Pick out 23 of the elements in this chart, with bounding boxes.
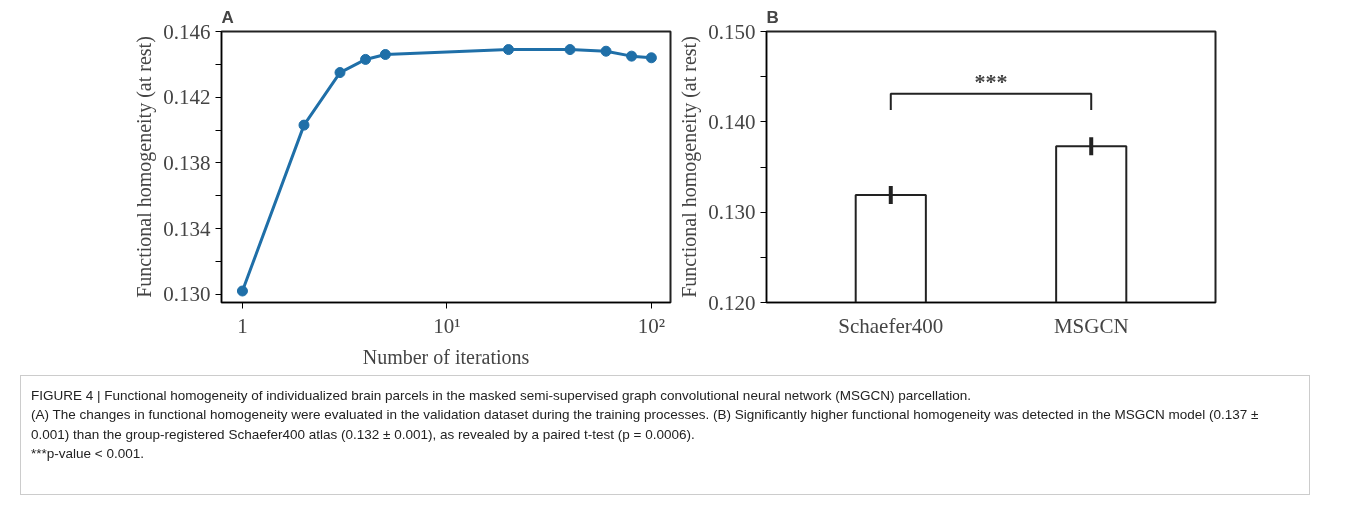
y-tick-label: 0.134 <box>163 216 211 241</box>
caption: FIGURE 4 | Functional homogeneity of individualized brain parcels in the masked semi-supervised graph convolutional neural network (MSGCN) parcellation. <box>31 388 971 403</box>
y-tick-label: 0.138 <box>163 150 211 175</box>
y-axis-title: Functional homogeneity (at rest) <box>678 36 702 298</box>
y-tick-label: 0.150 <box>708 19 756 44</box>
y-axis-title: Functional homogeneity (at rest) <box>133 36 157 298</box>
x-axis-title: Number of iterations <box>362 345 530 368</box>
y-tick-label: 0.120 <box>708 290 756 315</box>
x-tick-label: MSGCN <box>1053 313 1129 338</box>
x-tick-label: 1 <box>237 313 248 338</box>
y-tick-label: 0.130 <box>708 200 756 225</box>
x-tick-label: 10² <box>637 313 666 338</box>
y-tick-label: 0.130 <box>163 282 211 307</box>
chart-title: A <box>221 7 234 27</box>
x-tick-label: Schaefer400 <box>838 313 944 338</box>
x-tick-label: 10¹ <box>433 313 461 338</box>
y-tick-label: 0.140 <box>708 109 756 134</box>
text: (A) The changes in functional homogeneity were evaluated in the validation dataset during the training processes. (B) Significantly higher functional homogeneity was detected in the MSGCN model (0.137 ± 0.001) than the group-registered Schaefer400 atlas (0.132 ± 0.001), as revealed by a paired t-test (p = 0.0006). <box>31 407 1259 442</box>
text: ***p-value < 0.001. <box>31 445 144 461</box>
y-tick-label: 0.146 <box>163 19 211 44</box>
chart-title: B <box>766 7 779 27</box>
annotation: *** <box>974 68 1008 94</box>
y-tick-label: 0.142 <box>163 85 211 110</box>
